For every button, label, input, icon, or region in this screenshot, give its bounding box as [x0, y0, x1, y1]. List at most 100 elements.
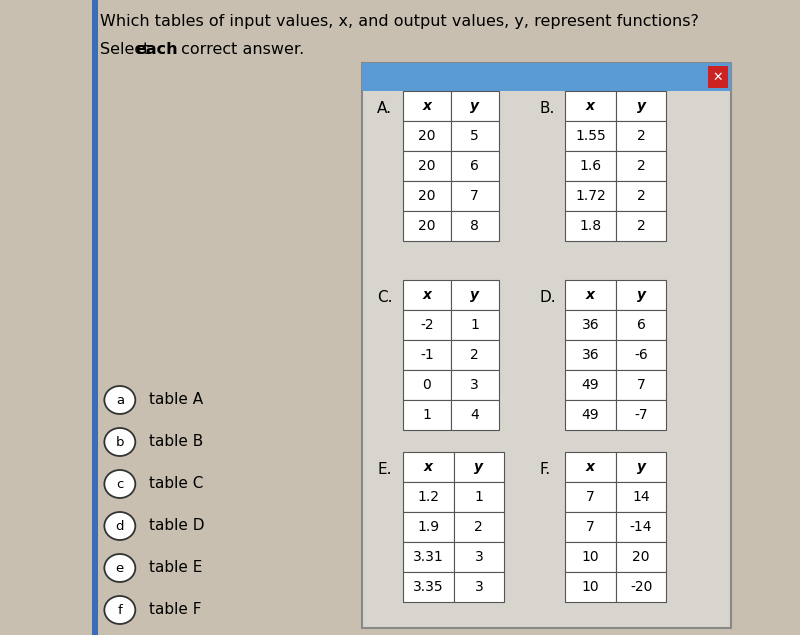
Bar	[565, 181, 616, 211]
Bar	[454, 452, 504, 482]
Ellipse shape	[104, 428, 135, 456]
Text: D.: D.	[539, 290, 556, 305]
Text: 1: 1	[422, 408, 431, 422]
Bar	[403, 452, 454, 482]
Bar	[616, 512, 666, 542]
Bar	[403, 512, 454, 542]
Bar	[403, 211, 450, 241]
Text: ✕: ✕	[713, 70, 723, 83]
Bar	[565, 151, 616, 181]
Bar	[565, 400, 616, 430]
Ellipse shape	[104, 470, 135, 498]
Text: x: x	[422, 99, 431, 113]
Bar	[708, 66, 728, 88]
Text: each: each	[135, 42, 178, 57]
Text: F.: F.	[539, 462, 550, 477]
Text: 20: 20	[632, 550, 650, 564]
Text: 3: 3	[474, 550, 483, 564]
Bar	[616, 482, 666, 512]
Bar	[616, 572, 666, 602]
Bar	[403, 181, 450, 211]
Bar	[565, 310, 616, 340]
Bar	[450, 181, 498, 211]
Text: y: y	[637, 460, 646, 474]
Text: 20: 20	[418, 189, 435, 203]
Text: 20: 20	[418, 159, 435, 173]
Bar	[565, 572, 616, 602]
Bar	[616, 121, 666, 151]
Bar	[403, 542, 454, 572]
Text: B.: B.	[539, 101, 554, 116]
Bar	[403, 370, 450, 400]
Bar	[450, 280, 498, 310]
Bar	[362, 63, 731, 91]
Bar	[616, 542, 666, 572]
Text: 1.2: 1.2	[417, 490, 439, 504]
Text: table B: table B	[150, 434, 203, 450]
Text: x: x	[586, 99, 595, 113]
Bar	[565, 512, 616, 542]
Text: 6: 6	[637, 318, 646, 332]
Text: table E: table E	[150, 561, 202, 575]
Text: A.: A.	[377, 101, 392, 116]
Text: 2: 2	[637, 159, 646, 173]
Text: y: y	[637, 288, 646, 302]
Text: c: c	[116, 478, 123, 490]
Text: 2: 2	[470, 348, 479, 362]
Bar	[616, 370, 666, 400]
Bar	[565, 280, 616, 310]
Text: 1.9: 1.9	[417, 520, 439, 534]
Bar	[565, 211, 616, 241]
Text: 2: 2	[637, 189, 646, 203]
Text: 14: 14	[632, 490, 650, 504]
Bar	[616, 211, 666, 241]
Text: 0: 0	[422, 378, 431, 392]
Text: 1.55: 1.55	[575, 129, 606, 143]
Bar	[616, 91, 666, 121]
Bar	[565, 482, 616, 512]
Bar	[616, 151, 666, 181]
Text: f: f	[118, 603, 122, 617]
Text: 20: 20	[418, 219, 435, 233]
Text: 7: 7	[470, 189, 479, 203]
Text: 1: 1	[470, 318, 479, 332]
Text: a: a	[116, 394, 124, 406]
Text: 6: 6	[470, 159, 479, 173]
Bar	[403, 400, 450, 430]
Text: y: y	[474, 460, 483, 474]
Text: 10: 10	[582, 580, 599, 594]
Text: 7: 7	[637, 378, 646, 392]
Text: 7: 7	[586, 520, 594, 534]
Text: Select: Select	[99, 42, 154, 57]
Text: x: x	[422, 288, 431, 302]
Text: y: y	[637, 99, 646, 113]
Bar	[450, 211, 498, 241]
Bar	[450, 370, 498, 400]
Bar	[450, 121, 498, 151]
Text: 2: 2	[637, 219, 646, 233]
Bar	[92, 0, 98, 635]
Bar	[565, 340, 616, 370]
Text: E.: E.	[377, 462, 391, 477]
Text: table D: table D	[150, 519, 205, 533]
Ellipse shape	[104, 554, 135, 582]
Text: 5: 5	[470, 129, 479, 143]
Text: 10: 10	[582, 550, 599, 564]
Text: 36: 36	[582, 348, 599, 362]
Text: 3.35: 3.35	[413, 580, 443, 594]
Text: y: y	[470, 288, 479, 302]
Bar	[616, 452, 666, 482]
Ellipse shape	[104, 386, 135, 414]
Bar	[403, 151, 450, 181]
Bar	[403, 340, 450, 370]
Text: e: e	[116, 561, 124, 575]
Bar	[565, 370, 616, 400]
Bar	[450, 151, 498, 181]
Text: table A: table A	[150, 392, 203, 408]
Bar	[565, 121, 616, 151]
Bar	[616, 310, 666, 340]
Bar	[403, 280, 450, 310]
Bar	[362, 63, 731, 628]
Bar	[450, 340, 498, 370]
Bar	[403, 121, 450, 151]
